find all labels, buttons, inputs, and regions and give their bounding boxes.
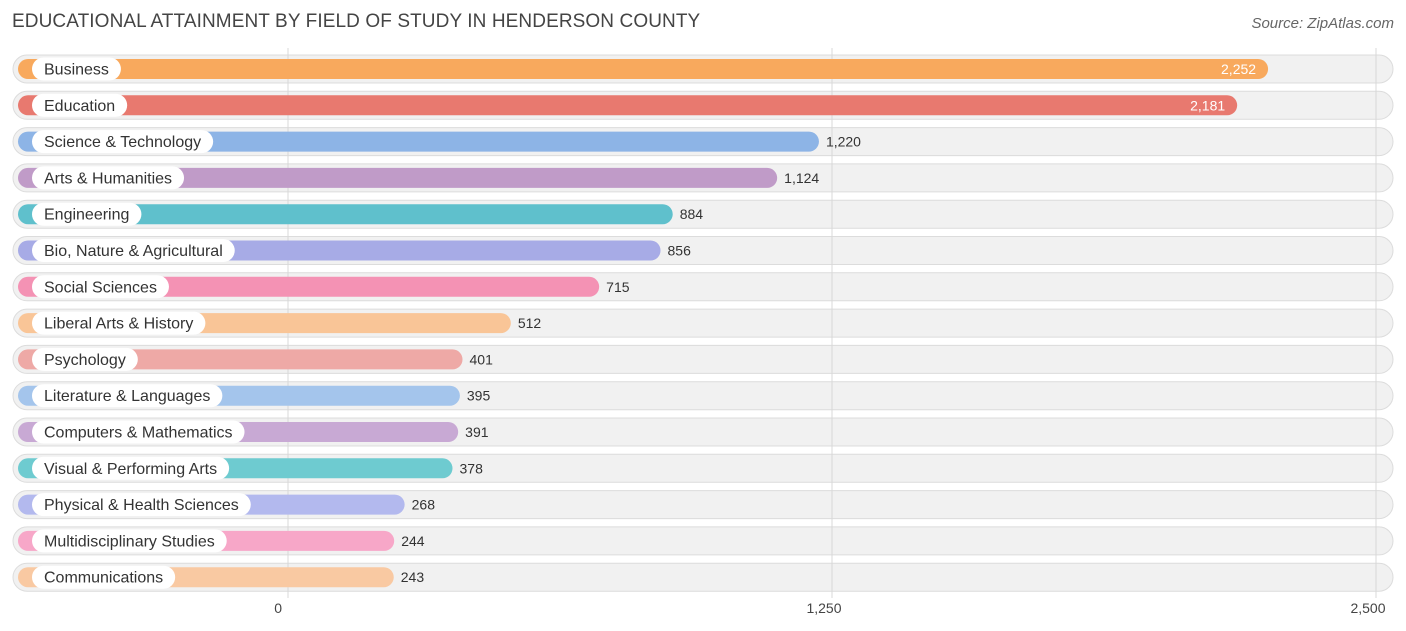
category-pill [32, 384, 223, 408]
value-label: 1,124 [784, 170, 819, 186]
value-label: 512 [518, 315, 542, 331]
category-label: Communications [44, 570, 163, 587]
value-label: 244 [401, 533, 425, 549]
x-tick-label: 0 [274, 600, 282, 616]
chart-title: EDUCATIONAL ATTAINMENT BY FIELD OF STUDY… [12, 11, 701, 32]
source-note: Source: ZipAtlas.com [1251, 15, 1394, 32]
category-pill [32, 166, 185, 190]
category-label: Engineering [44, 207, 129, 224]
value-label: 856 [668, 243, 692, 259]
value-label: 395 [467, 388, 491, 404]
value-label: 884 [680, 206, 704, 222]
category-label: Computers & Mathematics [44, 425, 233, 442]
value-label: 391 [465, 424, 489, 440]
category-pill [32, 202, 142, 226]
category-label: Social Sciences [44, 279, 157, 296]
value-label: 378 [460, 460, 484, 476]
bar [18, 59, 1269, 79]
category-label: Literature & Languages [44, 388, 210, 405]
x-axis-ticks: 0 1,250 2,500 [274, 600, 1386, 616]
category-label: Business [44, 62, 109, 79]
category-label: Education [44, 98, 115, 115]
bar [18, 131, 819, 152]
category-pill [32, 420, 245, 444]
category-pill [32, 275, 169, 299]
value-label: 268 [412, 497, 436, 513]
category-pill [32, 239, 235, 262]
value-label: 2,181 [1190, 97, 1225, 113]
category-label: Liberal Arts & History [44, 316, 193, 333]
category-pill [32, 347, 138, 371]
x-tick-label: 1,250 [806, 600, 841, 616]
category-label: Bio, Nature & Agricultural [44, 243, 223, 260]
category-pill [32, 565, 176, 589]
bar [18, 167, 778, 188]
category-label: Science & Technology [44, 134, 201, 151]
category-pill [32, 93, 128, 117]
category-label: Visual & Performing Arts [44, 461, 217, 478]
value-label: 715 [606, 279, 630, 295]
value-label: 401 [470, 351, 494, 367]
category-pill [32, 130, 214, 154]
category-pill [32, 493, 251, 517]
value-label: 243 [401, 569, 425, 585]
bar [18, 204, 673, 225]
category-label: Psychology [44, 352, 126, 369]
value-label: 1,220 [826, 134, 861, 150]
category-label: Arts & Humanities [44, 170, 172, 187]
category-pill [32, 311, 206, 335]
bar [18, 95, 1238, 116]
category-pill [32, 57, 121, 81]
category-label: Physical & Health Sciences [44, 497, 239, 514]
x-tick-label: 2,500 [1350, 600, 1385, 616]
value-label: 2,252 [1221, 61, 1256, 77]
category-pill [32, 456, 230, 480]
category-label: Multidisciplinary Studies [44, 533, 215, 550]
bars: Business 2,252 Education 2,181 Science & Tec… [18, 57, 1269, 589]
category-pill [32, 529, 227, 553]
